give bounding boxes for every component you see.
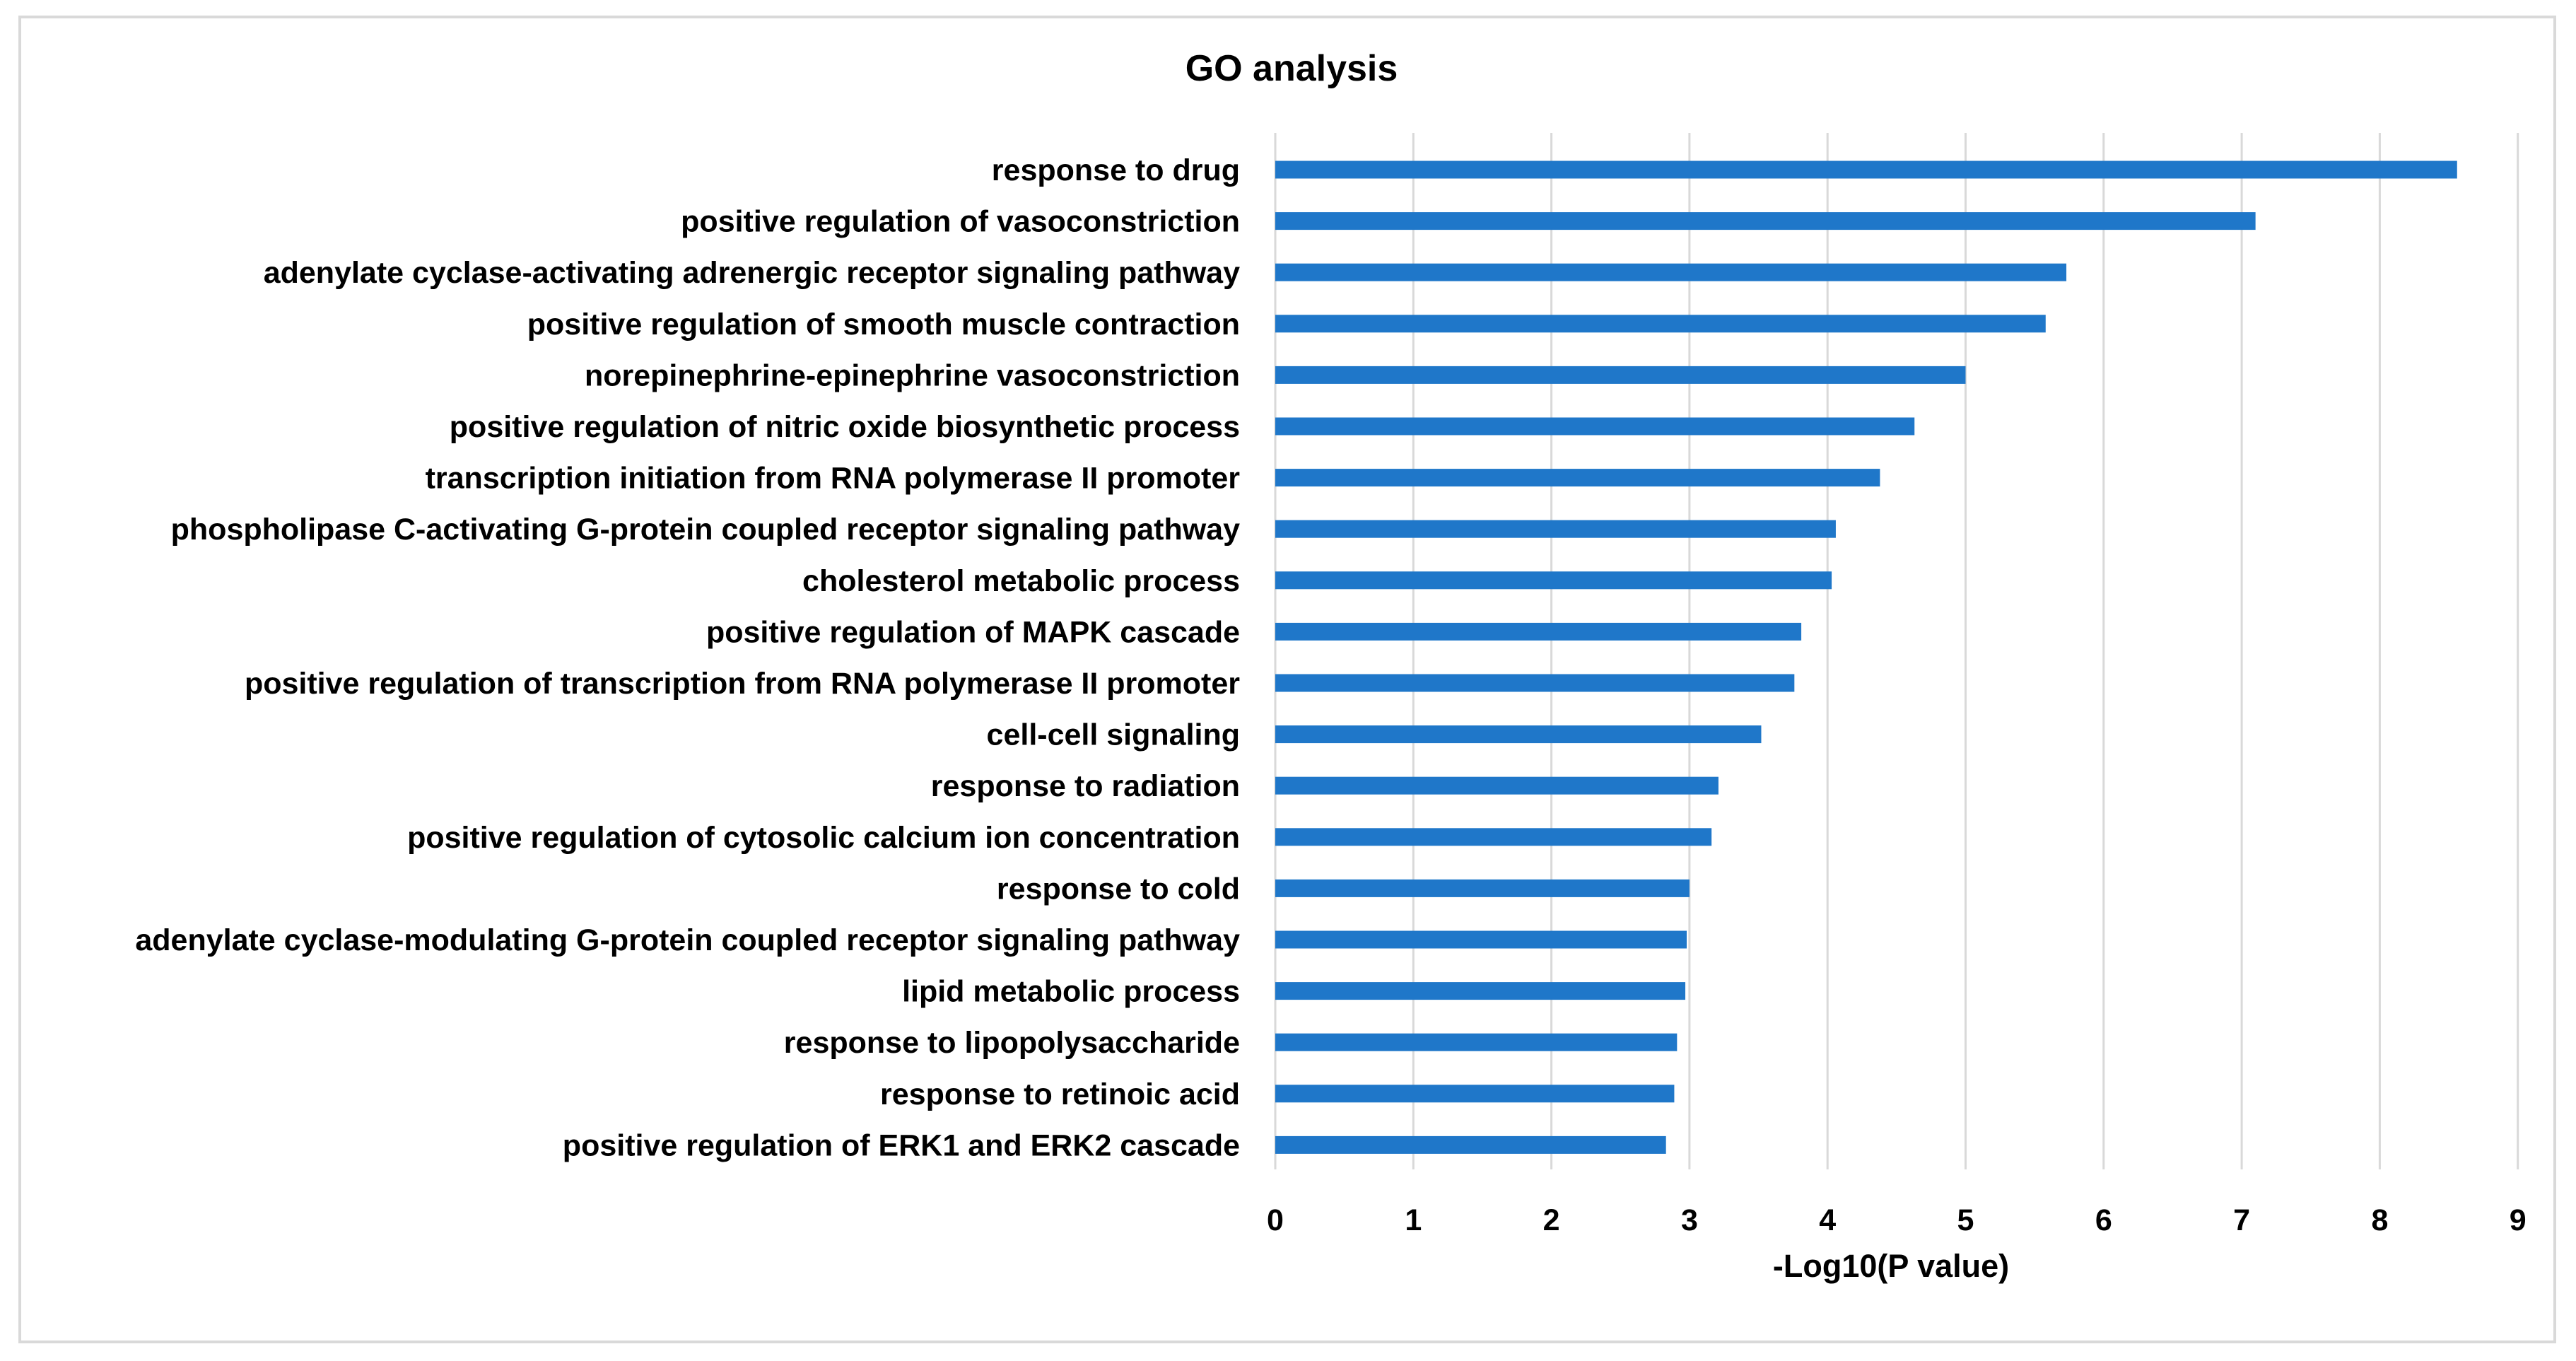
x-tick-label: 9 [2510,1203,2527,1237]
x-tick-label: 8 [2371,1203,2388,1237]
x-tick-label: 5 [1957,1203,1974,1237]
x-tick-label: 1 [1405,1203,1422,1237]
category-label: positive regulation of ERK1 and ERK2 cas… [563,1128,1240,1162]
category-label: transcription initiation from RNA polyme… [426,462,1241,496]
bar [1275,469,1880,487]
category-label: cholesterol metabolic process [802,564,1240,598]
bar [1275,571,1832,590]
x-tick-label: 6 [2095,1203,2112,1237]
category-label: adenylate cyclase-activating adrenergic … [264,256,1240,290]
bar [1275,1033,1678,1051]
x-tick-label: 7 [2233,1203,2250,1237]
category-label: positive regulation of transcription fro… [245,667,1240,701]
bar [1275,674,1795,692]
category-label: lipid metabolic process [902,975,1240,1009]
bar [1275,366,1966,384]
category-labels: response to drug positive regulation of v… [135,153,1240,1162]
bar [1275,982,1686,1000]
bar [1275,417,1915,436]
grid-lines [1274,133,2519,1169]
category-label: response to radiation [931,769,1240,803]
bar [1275,776,1719,795]
bar [1275,828,1712,846]
bar [1275,212,2256,230]
category-label: response to retinoic acid [880,1077,1240,1111]
bar [1275,315,2046,333]
chart-frame: GO analysis response to drug positive reg… [18,16,2556,1343]
x-tick-label: 2 [1543,1203,1560,1237]
bar [1275,1135,1666,1154]
chart-title: GO analysis [1185,48,1398,89]
chart-svg: GO analysis response to drug positive reg… [135,48,2527,1284]
bar [1275,879,1690,897]
x-tick-labels: 0 1 2 3 4 5 6 7 8 9 [1267,1203,2527,1237]
category-label: adenylate cyclase-modulating G-protein c… [135,923,1240,957]
category-label: phospholipase C-activating G-protein cou… [171,513,1240,547]
x-tick-label: 4 [1819,1203,1836,1237]
category-label: norepinephrine-epinephrine vasoconstrict… [585,358,1240,392]
category-label: positive regulation of vasoconstriction [681,205,1240,239]
x-tick-label: 3 [1681,1203,1698,1237]
bar [1275,160,2457,179]
bar [1275,520,1836,538]
category-label: response to cold [997,872,1240,906]
x-axis-title: -Log10(P value) [1773,1248,2009,1284]
category-label: positive regulation of smooth muscle con… [527,308,1240,341]
category-label: positive regulation of cytosolic calcium… [407,821,1240,855]
bars [1275,160,2457,1154]
bar [1275,930,1687,949]
category-label: positive regulation of nitric oxide bios… [450,410,1240,444]
category-label: response to lipopolysaccharide [784,1026,1240,1060]
category-label: cell-cell signaling [987,718,1240,752]
category-label: response to drug [992,153,1240,187]
bar [1275,725,1762,744]
x-tick-label: 0 [1267,1203,1284,1237]
category-label: positive regulation of MAPK cascade [706,615,1240,649]
bar [1275,263,2067,281]
bar [1275,622,1802,641]
bar [1275,1085,1675,1103]
